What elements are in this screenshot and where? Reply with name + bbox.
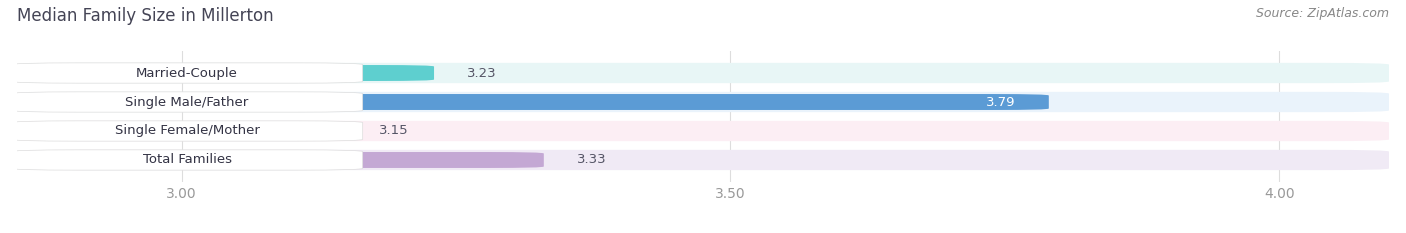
Text: 3.15: 3.15: [380, 124, 409, 137]
FancyBboxPatch shape: [11, 92, 363, 112]
FancyBboxPatch shape: [17, 92, 1389, 112]
FancyBboxPatch shape: [17, 121, 1389, 141]
Text: Median Family Size in Millerton: Median Family Size in Millerton: [17, 7, 274, 25]
Text: Married-Couple: Married-Couple: [136, 66, 238, 79]
Text: 3.33: 3.33: [576, 154, 606, 167]
Text: Single Female/Mother: Single Female/Mother: [115, 124, 260, 137]
Text: Total Families: Total Families: [142, 154, 232, 167]
FancyBboxPatch shape: [17, 94, 1049, 110]
FancyBboxPatch shape: [17, 152, 544, 168]
FancyBboxPatch shape: [17, 123, 346, 139]
Text: 3.79: 3.79: [987, 96, 1017, 109]
FancyBboxPatch shape: [11, 121, 363, 141]
Text: Single Male/Father: Single Male/Father: [125, 96, 249, 109]
FancyBboxPatch shape: [11, 63, 363, 83]
Text: 3.23: 3.23: [467, 66, 496, 79]
Text: Source: ZipAtlas.com: Source: ZipAtlas.com: [1256, 7, 1389, 20]
FancyBboxPatch shape: [17, 150, 1389, 170]
FancyBboxPatch shape: [17, 63, 1389, 83]
FancyBboxPatch shape: [11, 150, 363, 170]
FancyBboxPatch shape: [17, 65, 434, 81]
